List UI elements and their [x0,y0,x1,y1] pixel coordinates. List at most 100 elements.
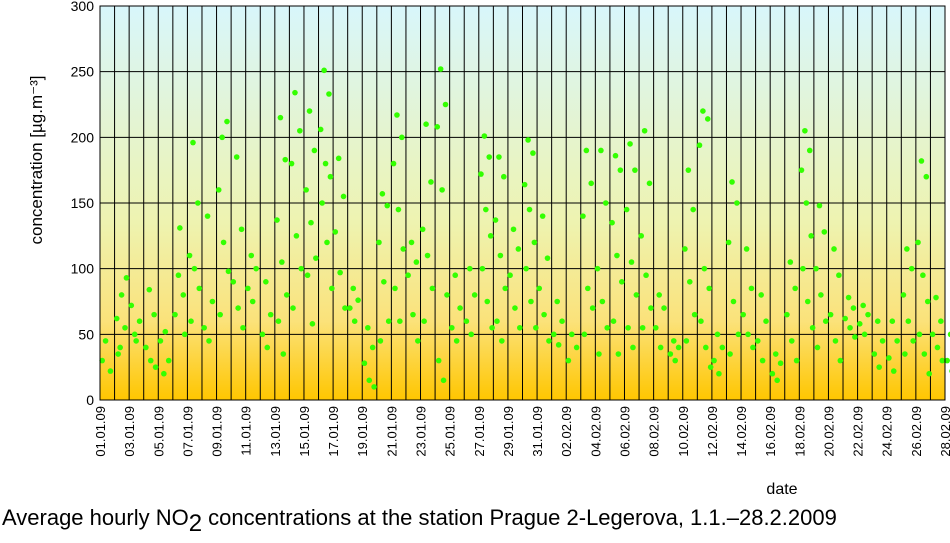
data-point [551,331,557,338]
data-point [326,91,332,97]
data-point [544,255,551,261]
data-point [376,239,382,246]
data-point [847,324,853,331]
data-point [802,127,808,134]
data-point [361,360,368,367]
x-tick-label: 09.01.09 [210,406,225,457]
data-point [646,180,653,187]
data-point [313,255,319,261]
y-tick-label: 250 [71,64,95,80]
data-point [559,318,565,325]
scatter-chart: 0 50 100 150 200 250 300 01.01.09 03.01.09 05.01… [27,0,950,498]
data-point [743,246,750,252]
data-point [628,259,635,265]
data-point [604,324,611,331]
x-tick-label: 20.02.09 [821,406,836,457]
data-point [536,285,543,292]
data-point [711,357,717,364]
data-point [675,344,682,351]
data-point [698,318,704,325]
data-point [889,318,896,325]
data-point [902,351,908,357]
data-point [947,331,950,338]
data-point [905,318,912,325]
data-point [512,305,518,311]
x-tick-label: 11.01.09 [239,406,254,456]
data-point [772,351,779,357]
data-point [385,318,392,325]
y-tick-label: 50 [78,326,94,342]
data-point [248,252,255,259]
data-point [329,285,335,292]
data-point [317,126,324,133]
data-point [596,351,602,357]
data-point [337,269,343,276]
data-point [175,272,182,279]
data-point [366,377,373,384]
data-point [531,239,538,246]
data-point [288,160,295,167]
data-point [481,133,488,139]
data-point [399,134,405,141]
data-point [918,158,925,164]
data-point [245,285,251,292]
data-point [435,357,442,364]
data-point [196,285,203,292]
data-point [233,154,240,160]
data-point [215,187,222,193]
data-point [502,285,509,292]
data-point [180,292,187,298]
data-point [923,173,930,180]
data-point [499,338,505,344]
data-point [526,206,533,213]
data-point [639,324,646,331]
data-point [143,344,149,351]
data-point [264,344,271,351]
data-point [784,311,790,318]
data-point [397,318,403,325]
data-point [685,167,692,173]
data-point [161,370,167,377]
data-point [297,127,303,134]
y-tick-label: 0 [86,392,94,408]
data-point [415,338,421,344]
y-axis-label: concentration [µg.m⁻³] [27,75,46,244]
data-point [763,318,769,325]
data-point [351,318,358,325]
data-point [263,279,269,285]
data-point [275,318,282,325]
data-point [865,311,871,318]
data-point [449,324,455,331]
x-tick-label: 07.01.09 [180,406,195,457]
data-point [632,167,638,173]
data-point [463,318,470,325]
x-tick-label: 04.02.09 [588,406,603,457]
data-point [434,124,441,130]
data-point [814,344,821,351]
data-point [405,272,411,279]
data-point [618,279,625,285]
x-tick-label: 19.01.09 [355,406,370,457]
data-point [530,150,536,156]
data-point [280,351,287,357]
data-point [147,357,154,364]
data-point [394,112,400,118]
data-point [486,154,493,160]
data-point [497,252,504,259]
data-point [821,229,828,235]
data-point [686,279,693,285]
data-point [115,351,121,357]
data-point [377,338,384,344]
data-point [206,338,212,344]
data-point [152,364,159,370]
data-point [191,265,198,272]
data-point [311,147,318,154]
data-point [335,155,342,162]
data-point [321,67,327,74]
data-point [327,173,334,180]
data-point [419,226,426,233]
data-point [856,321,863,327]
data-point [610,318,617,325]
data-point [836,272,842,279]
data-point [850,305,857,311]
